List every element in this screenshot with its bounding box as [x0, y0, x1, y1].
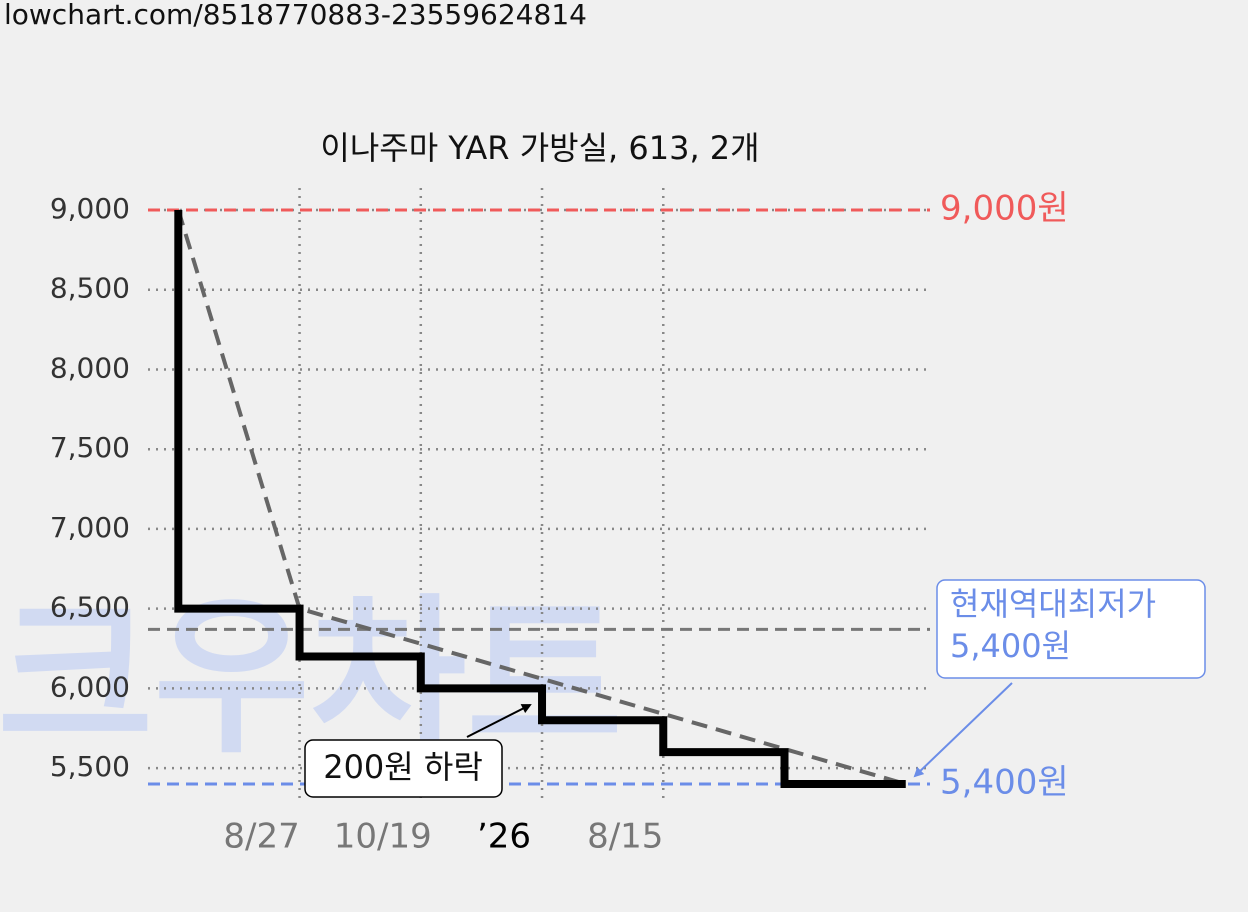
y-tick-label: 7,500 — [50, 431, 130, 464]
url: lowchart.com/8518770883-23559624814 — [4, 0, 587, 31]
annotation-box — [304, 739, 503, 798]
trend-line — [176, 209, 907, 786]
y-tick-label: 6,000 — [50, 670, 130, 703]
x-tick-label: 10/19 — [334, 817, 432, 857]
y-tick-label: 8,000 — [50, 351, 130, 384]
y-tick-label: 7,000 — [50, 511, 130, 544]
y-tick-label: 9,000 — [50, 192, 130, 225]
annotation-text: 200원 하락 — [323, 748, 483, 786]
annotation-text: 현재역대최저가 — [950, 585, 1156, 623]
chart-title: 이나주마 YAR 가방실, 613, 2개 — [320, 129, 759, 167]
annotation-arrow — [913, 682, 1013, 778]
reference-label: 9,000원 — [940, 189, 1069, 229]
annotation-arrow — [466, 704, 532, 738]
x-tick-label: ’26 — [477, 817, 531, 857]
y-tick-label: 6,500 — [50, 591, 130, 624]
annotation-box — [936, 579, 1206, 679]
y-tick-label: 5,500 — [50, 750, 130, 783]
price-line — [174, 210, 906, 789]
annotation-text: 5,400원 — [950, 627, 1071, 665]
reference-label: 5,400원 — [940, 763, 1069, 803]
x-tick-label: 8/15 — [587, 817, 663, 857]
y-tick-label: 8,500 — [50, 272, 130, 305]
x-tick-label: 8/27 — [223, 817, 299, 857]
